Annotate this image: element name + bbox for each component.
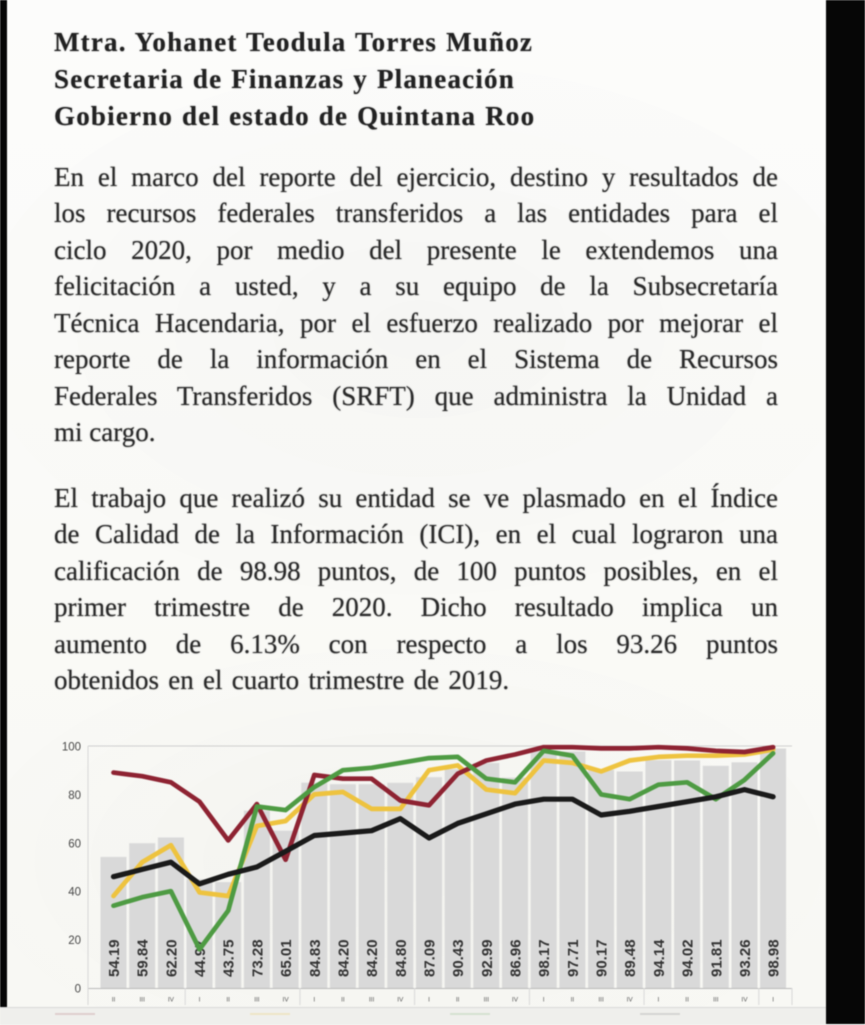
svg-text:98.98: 98.98: [766, 939, 783, 977]
svg-text:IV: IV: [397, 997, 404, 1004]
svg-text:I: I: [199, 997, 201, 1004]
svg-text:73.28: 73.28: [249, 939, 266, 977]
svg-text:62.20: 62.20: [163, 939, 180, 977]
svg-text:I: I: [313, 997, 315, 1004]
svg-text:I: I: [428, 997, 430, 1004]
svg-text:94.02: 94.02: [680, 939, 697, 977]
svg-text:II: II: [226, 997, 230, 1004]
svg-text:0: 0: [75, 984, 81, 996]
svg-text:40: 40: [68, 887, 81, 899]
svg-text:I: I: [543, 997, 545, 1004]
svg-text:III: III: [484, 997, 490, 1004]
svg-text:III: III: [139, 997, 145, 1004]
svg-text:IV: IV: [283, 997, 290, 1004]
svg-text:II: II: [112, 997, 116, 1004]
svg-text:IV: IV: [168, 997, 175, 1004]
svg-text:II: II: [456, 997, 460, 1004]
svg-text:II: II: [685, 997, 689, 1004]
svg-text:20: 20: [68, 935, 81, 947]
svg-text:II: II: [571, 997, 575, 1004]
svg-text:43.75: 43.75: [221, 939, 238, 977]
svg-text:87.09: 87.09: [422, 939, 439, 977]
svg-text:I: I: [772, 997, 774, 1004]
svg-text:60: 60: [68, 838, 81, 850]
svg-text:II: II: [341, 997, 345, 1004]
svg-text:IV: IV: [741, 997, 748, 1004]
svg-text:86.96: 86.96: [508, 939, 525, 977]
svg-text:84.20: 84.20: [364, 939, 381, 977]
svg-text:III: III: [254, 997, 260, 1004]
svg-text:84.83: 84.83: [307, 939, 324, 977]
svg-text:III: III: [598, 997, 604, 1004]
svg-text:65.01: 65.01: [278, 939, 295, 977]
svg-text:90.43: 90.43: [450, 939, 467, 977]
svg-text:84.80: 84.80: [393, 939, 410, 977]
svg-text:54.19: 54.19: [106, 939, 123, 977]
svg-text:III: III: [713, 997, 719, 1004]
svg-text:100: 100: [62, 742, 81, 754]
svg-text:IV: IV: [512, 997, 519, 1004]
svg-text:84.20: 84.20: [335, 939, 352, 977]
svg-text:94.14: 94.14: [651, 939, 668, 977]
svg-text:91.81: 91.81: [708, 939, 725, 977]
svg-text:90.17: 90.17: [594, 939, 611, 977]
svg-text:98.17: 98.17: [536, 939, 553, 977]
svg-text:44.97: 44.97: [192, 939, 209, 977]
svg-text:89.48: 89.48: [622, 939, 639, 977]
svg-text:IV: IV: [627, 997, 634, 1004]
svg-text:93.26: 93.26: [737, 939, 754, 977]
svg-text:III: III: [369, 997, 375, 1004]
svg-text:92.99: 92.99: [479, 939, 496, 977]
svg-text:59.84: 59.84: [135, 939, 152, 977]
svg-text:80: 80: [68, 790, 81, 802]
svg-text:97.71: 97.71: [565, 939, 582, 977]
svg-text:I: I: [657, 997, 659, 1004]
